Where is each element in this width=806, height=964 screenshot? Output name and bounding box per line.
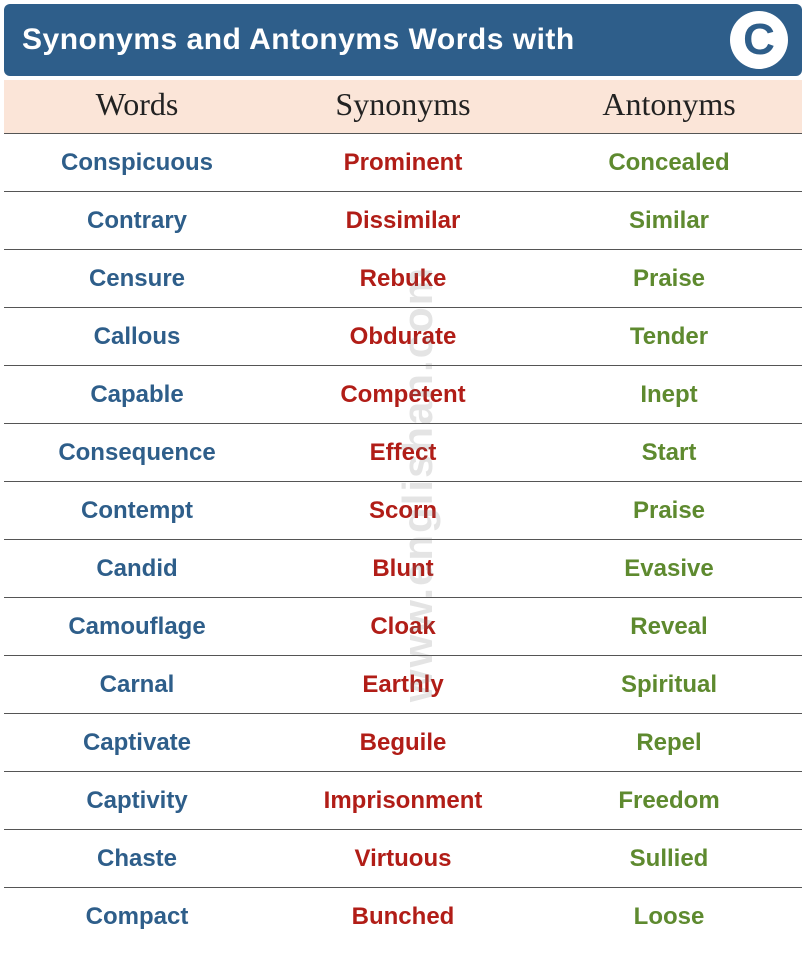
antonym-cell: Freedom bbox=[536, 787, 802, 815]
antonym-cell: Concealed bbox=[536, 149, 802, 177]
word-cell: Carnal bbox=[4, 671, 270, 699]
antonym-cell: Similar bbox=[536, 207, 802, 235]
antonym-cell: Inept bbox=[536, 381, 802, 409]
column-header-row: Words Synonyms Antonyms bbox=[4, 80, 802, 134]
synonym-cell: Cloak bbox=[270, 613, 536, 641]
table-row: Compact Bunched Loose bbox=[4, 888, 802, 946]
antonym-cell: Sullied bbox=[536, 845, 802, 873]
table-row: Candid Blunt Evasive bbox=[4, 540, 802, 598]
table-row: Capable Competent Inept bbox=[4, 366, 802, 424]
synonym-cell: Prominent bbox=[270, 149, 536, 177]
synonym-cell: Dissimilar bbox=[270, 207, 536, 235]
word-cell: Contrary bbox=[4, 207, 270, 235]
word-cell: Contempt bbox=[4, 497, 270, 525]
antonym-cell: Reveal bbox=[536, 613, 802, 641]
antonym-cell: Spiritual bbox=[536, 671, 802, 699]
synonym-cell: Bunched bbox=[270, 903, 536, 931]
synonym-cell: Effect bbox=[270, 439, 536, 467]
antonym-cell: Start bbox=[536, 439, 802, 467]
synonym-cell: Earthly bbox=[270, 671, 536, 699]
table-row: Censure Rebuke Praise bbox=[4, 250, 802, 308]
table-row: Captivate Beguile Repel bbox=[4, 714, 802, 772]
word-cell: Candid bbox=[4, 555, 270, 583]
word-cell: Compact bbox=[4, 903, 270, 931]
word-cell: Capable bbox=[4, 381, 270, 409]
synonym-cell: Beguile bbox=[270, 729, 536, 757]
table-row: Captivity Imprisonment Freedom bbox=[4, 772, 802, 830]
table-row: Consequence Effect Start bbox=[4, 424, 802, 482]
table-row: Carnal Earthly Spiritual bbox=[4, 656, 802, 714]
header-bar: Synonyms and Antonyms Words with C bbox=[4, 4, 802, 76]
synonym-cell: Scorn bbox=[270, 497, 536, 525]
header-letter-badge: C bbox=[730, 11, 788, 69]
word-cell: Chaste bbox=[4, 845, 270, 873]
table-body: Conspicuous Prominent Concealed Contrary… bbox=[4, 134, 802, 946]
antonym-cell: Tender bbox=[536, 323, 802, 351]
header-title: Synonyms and Antonyms Words with bbox=[22, 23, 575, 57]
synonym-cell: Competent bbox=[270, 381, 536, 409]
table-row: Camouflage Cloak Reveal bbox=[4, 598, 802, 656]
word-cell: Callous bbox=[4, 323, 270, 351]
table-row: Conspicuous Prominent Concealed bbox=[4, 134, 802, 192]
synonym-cell: Rebuke bbox=[270, 265, 536, 293]
synonym-cell: Virtuous bbox=[270, 845, 536, 873]
table-row: Callous Obdurate Tender bbox=[4, 308, 802, 366]
antonym-cell: Repel bbox=[536, 729, 802, 757]
word-cell: Conspicuous bbox=[4, 149, 270, 177]
synonym-cell: Imprisonment bbox=[270, 787, 536, 815]
word-cell: Censure bbox=[4, 265, 270, 293]
table-row: Chaste Virtuous Sullied bbox=[4, 830, 802, 888]
synonym-cell: Obdurate bbox=[270, 323, 536, 351]
column-header-antonyms: Antonyms bbox=[536, 86, 802, 123]
column-header-words: Words bbox=[4, 86, 270, 123]
synonym-cell: Blunt bbox=[270, 555, 536, 583]
word-cell: Camouflage bbox=[4, 613, 270, 641]
column-header-synonyms: Synonyms bbox=[270, 86, 536, 123]
antonym-cell: Praise bbox=[536, 265, 802, 293]
antonym-cell: Loose bbox=[536, 903, 802, 931]
table-row: Contrary Dissimilar Similar bbox=[4, 192, 802, 250]
word-cell: Captivity bbox=[4, 787, 270, 815]
word-cell: Consequence bbox=[4, 439, 270, 467]
word-cell: Captivate bbox=[4, 729, 270, 757]
antonym-cell: Evasive bbox=[536, 555, 802, 583]
antonym-cell: Praise bbox=[536, 497, 802, 525]
table-row: Contempt Scorn Praise bbox=[4, 482, 802, 540]
